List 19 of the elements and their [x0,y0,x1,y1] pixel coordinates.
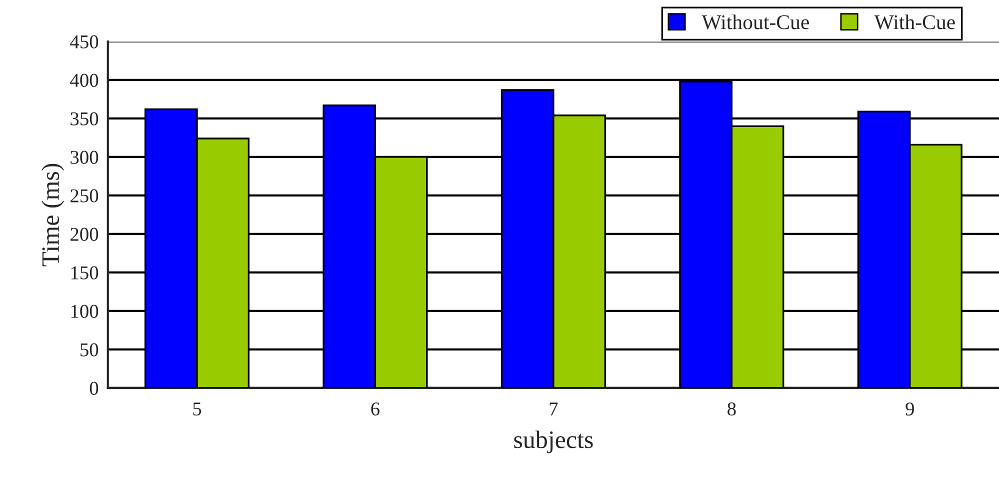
y-tick-label: 0 [90,382,98,395]
y-tick-label: 100 [71,304,98,318]
y-axis-title: Time (ms) [41,164,64,266]
x-tick-label: 5 [193,402,202,416]
legend-label: Without-Cue [702,14,809,30]
legend-label: With-Cue [874,14,955,30]
x-tick-label: 8 [728,402,736,416]
y-tick-label: 50 [80,343,98,356]
x-tick-label: 7 [550,402,558,416]
x-tick-label: 6 [371,402,380,416]
y-tick-label: 150 [71,266,98,280]
y-tick-label: 300 [70,150,98,164]
y-tick-label: 400 [70,74,98,87]
y-tick-label: 250 [70,189,98,202]
x-tick-label: 9 [906,402,914,416]
y-tick-label: 450 [70,35,98,48]
y-tick-label: 350 [70,112,98,126]
y-tick-label: 200 [70,228,98,241]
x-axis-title: subjects [514,430,593,454]
